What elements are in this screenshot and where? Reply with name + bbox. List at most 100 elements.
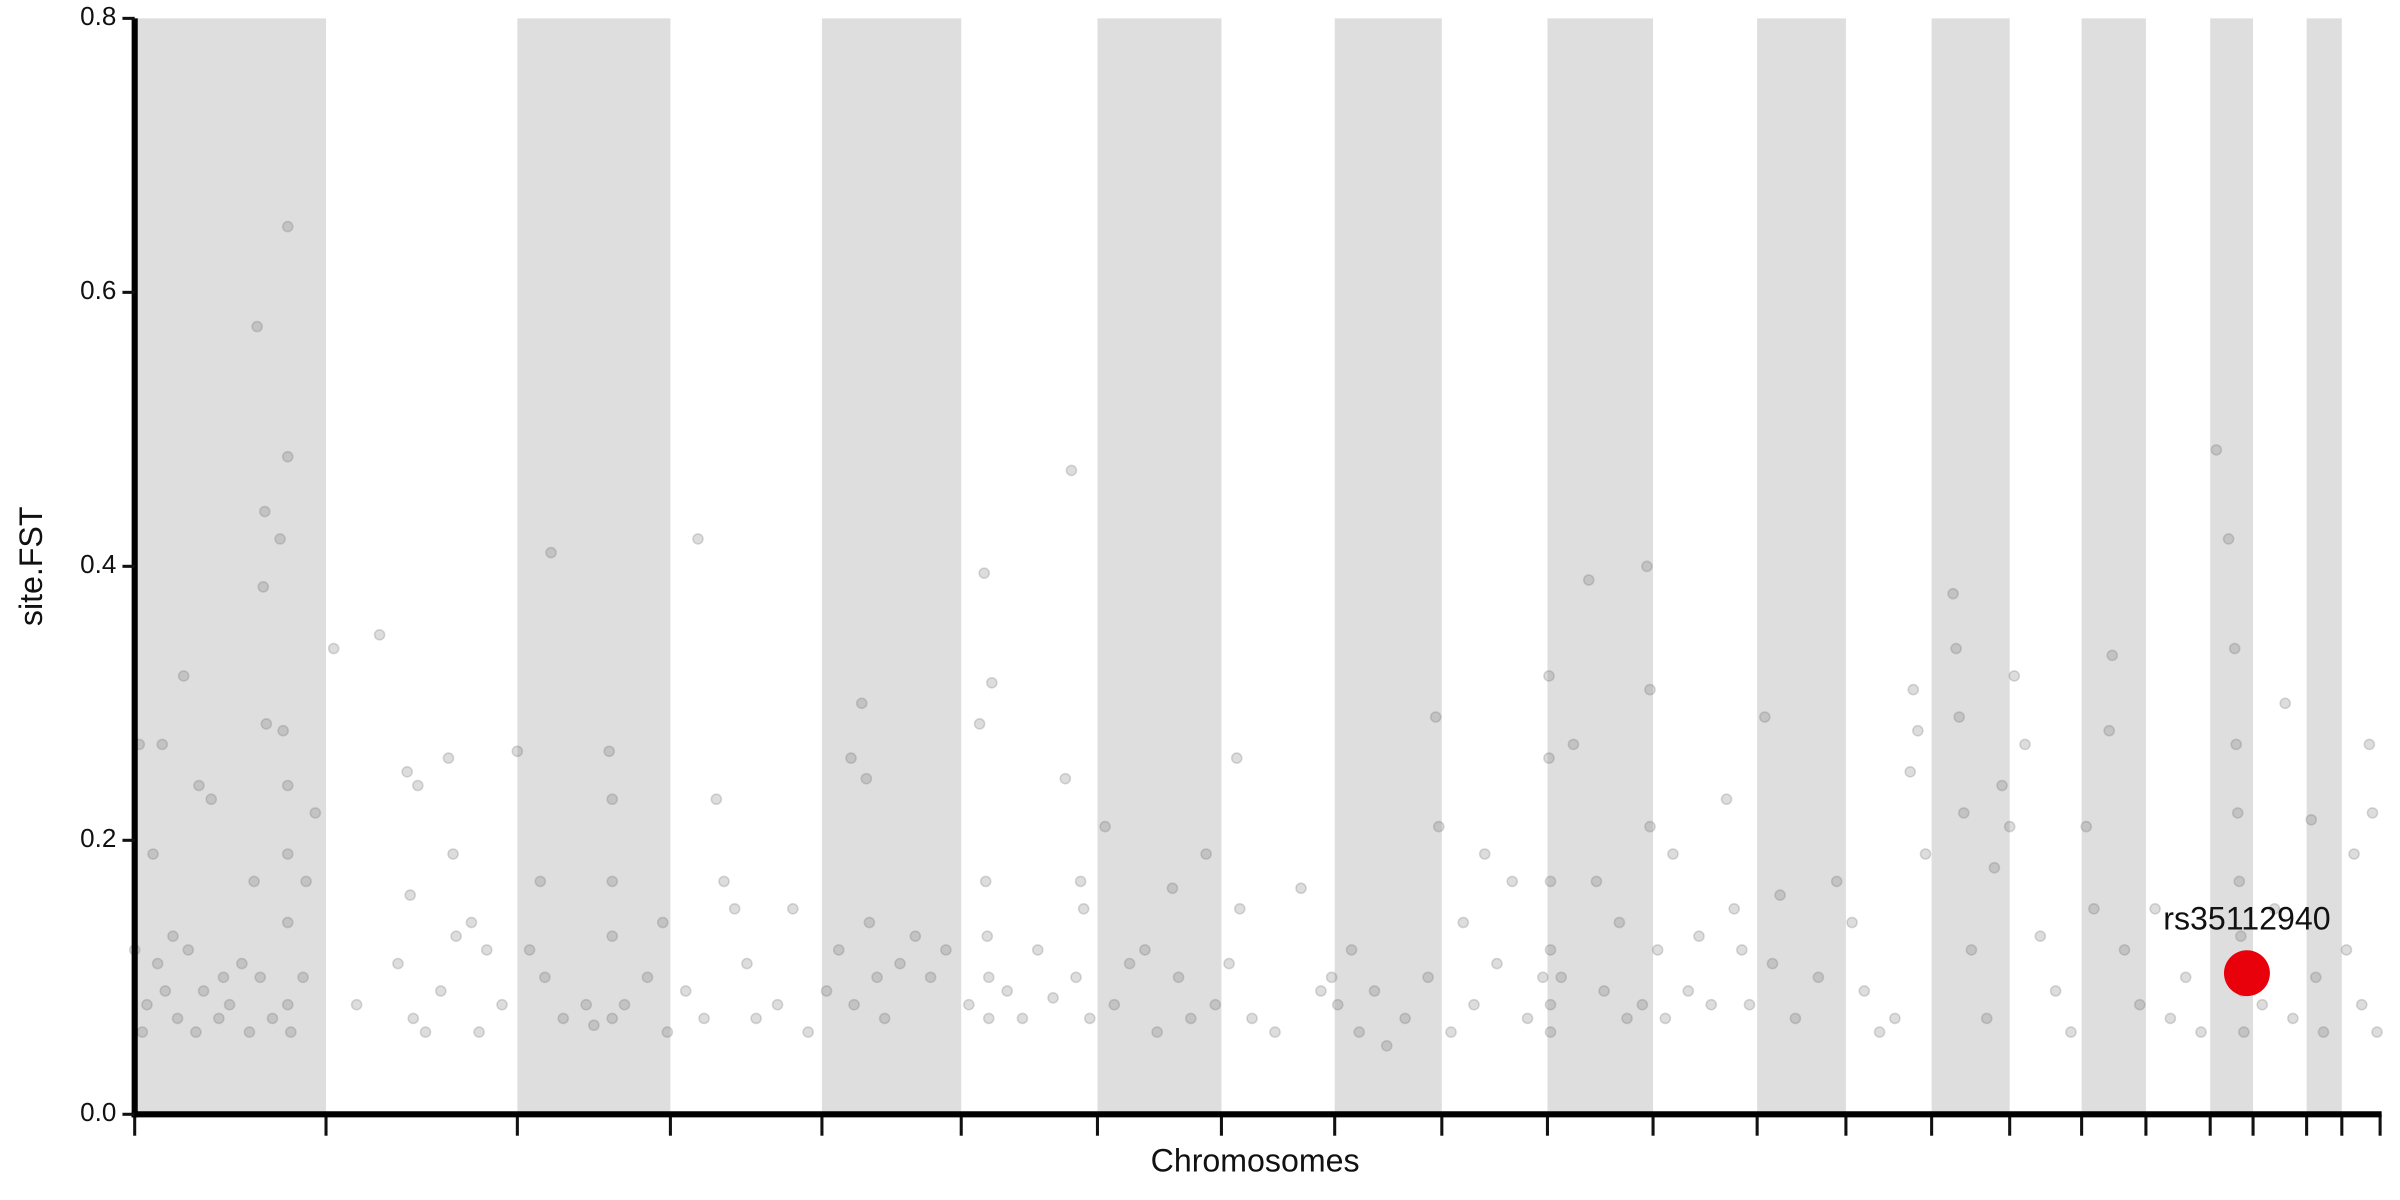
point <box>2279 697 2292 710</box>
point <box>924 971 937 984</box>
point <box>1269 1026 1281 1038</box>
point <box>1766 957 1779 970</box>
point <box>2238 1026 2250 1038</box>
point <box>1693 930 1705 943</box>
point <box>1651 944 1664 956</box>
point <box>1506 875 1519 888</box>
point <box>802 1026 814 1038</box>
point <box>1950 642 1962 655</box>
point <box>1016 1012 1029 1025</box>
point <box>539 971 551 984</box>
point <box>679 985 692 997</box>
point <box>1728 902 1740 915</box>
point <box>254 971 267 984</box>
point <box>473 1026 485 1038</box>
point <box>167 930 179 943</box>
y-tick-label: 0.4 <box>80 549 116 579</box>
point <box>147 848 159 860</box>
point <box>606 875 619 888</box>
chromosome-band <box>1097 18 1222 1115</box>
point <box>1230 752 1243 764</box>
point <box>534 875 547 888</box>
point <box>606 930 619 943</box>
point <box>2231 807 2244 819</box>
point <box>641 971 654 984</box>
point <box>236 957 248 970</box>
point <box>1555 971 1568 984</box>
point <box>2230 738 2243 751</box>
point <box>981 930 994 943</box>
point <box>496 998 508 1011</box>
point <box>1912 724 1924 737</box>
point <box>963 998 975 1011</box>
point <box>2103 724 2115 737</box>
point <box>1980 1012 1993 1025</box>
point <box>909 930 922 943</box>
point <box>2309 971 2322 984</box>
axes: 0.0 0.2 0.4 0.6 0.8 <box>80 1 2382 1136</box>
point <box>480 944 493 956</box>
point <box>136 1026 149 1038</box>
point <box>1774 889 1786 901</box>
point <box>141 998 153 1011</box>
point <box>1720 793 1733 806</box>
point <box>1543 752 1555 764</box>
point <box>1172 971 1185 984</box>
point <box>855 697 868 710</box>
point <box>2233 875 2246 888</box>
point <box>190 1026 202 1038</box>
point <box>1139 944 1151 956</box>
point <box>2034 930 2047 943</box>
point <box>281 779 294 792</box>
point <box>878 1012 891 1025</box>
point <box>407 1012 420 1025</box>
point <box>1345 944 1358 956</box>
point <box>1432 820 1445 833</box>
point <box>1077 902 1090 915</box>
point <box>274 533 286 545</box>
point <box>863 916 876 929</box>
point <box>281 998 294 1011</box>
chromosome-band <box>134 18 327 1115</box>
point <box>1108 998 1121 1011</box>
point <box>661 1026 674 1038</box>
point <box>750 1012 762 1025</box>
point <box>1001 985 1013 997</box>
point <box>1957 807 1970 819</box>
point <box>1151 1026 1163 1038</box>
point <box>1996 779 2008 792</box>
point <box>606 793 619 806</box>
point <box>1047 992 1059 1004</box>
point <box>2088 902 2100 915</box>
point <box>1445 1026 1457 1038</box>
point <box>2106 649 2119 662</box>
point <box>1889 1012 1901 1025</box>
point <box>545 546 557 559</box>
point <box>213 1012 225 1025</box>
point <box>2287 1012 2299 1025</box>
point <box>860 772 873 785</box>
point <box>1544 1026 1557 1038</box>
point <box>1325 971 1338 984</box>
point <box>1543 670 1555 682</box>
point <box>300 875 312 888</box>
point <box>2234 930 2247 943</box>
point <box>1613 916 1626 929</box>
point <box>1468 998 1480 1011</box>
point <box>1166 882 1179 895</box>
point <box>982 1012 995 1025</box>
point <box>2228 642 2241 655</box>
point <box>1123 957 1136 970</box>
point <box>373 629 386 641</box>
point <box>2118 944 2131 956</box>
point <box>159 985 172 997</box>
point <box>2164 1012 2177 1025</box>
point <box>618 998 631 1011</box>
point <box>447 848 459 860</box>
point <box>978 567 991 579</box>
point <box>1736 944 1748 956</box>
point <box>787 902 799 915</box>
point <box>1099 820 1111 833</box>
point <box>832 944 845 956</box>
point <box>1644 683 1656 696</box>
